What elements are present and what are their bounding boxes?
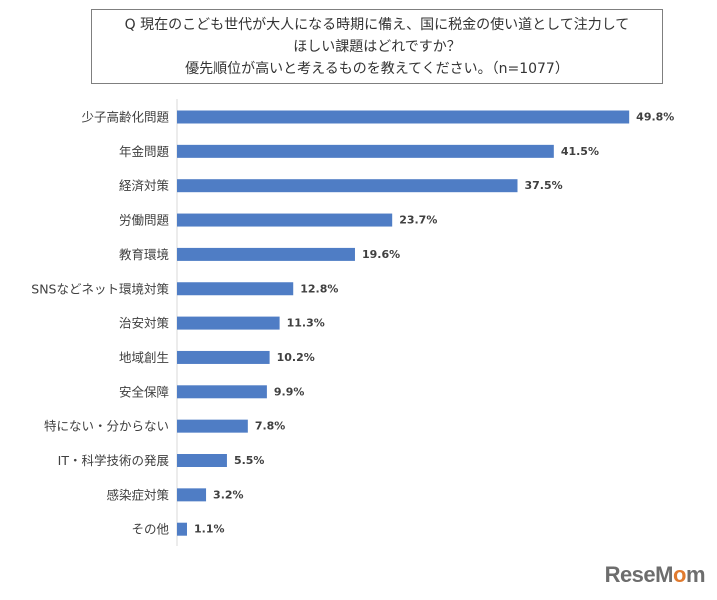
category-label: 地域創生 bbox=[119, 350, 169, 365]
category-label: その他 bbox=[131, 522, 169, 537]
category-label: 特にない・分からない bbox=[44, 419, 169, 434]
bar bbox=[177, 144, 554, 158]
bar bbox=[177, 350, 270, 364]
value-label: 19.6% bbox=[362, 248, 400, 261]
category-label: 感染症対策 bbox=[106, 487, 169, 502]
value-label: 1.1% bbox=[194, 523, 225, 536]
value-label: 23.7% bbox=[399, 214, 437, 227]
value-label: 9.9% bbox=[274, 385, 305, 398]
bar bbox=[177, 316, 280, 330]
value-label: 11.3% bbox=[287, 317, 325, 330]
value-label: 49.8% bbox=[636, 111, 674, 124]
value-label: 41.5% bbox=[561, 145, 599, 158]
bar bbox=[177, 385, 267, 399]
value-label: 10.2% bbox=[277, 351, 315, 364]
category-label: 安全保障 bbox=[119, 384, 169, 399]
bar bbox=[177, 179, 518, 193]
category-label: 年金問題 bbox=[119, 144, 170, 159]
bar bbox=[177, 454, 227, 467]
category-label: 教育環境 bbox=[119, 247, 169, 262]
category-label: 少子高齢化問題 bbox=[81, 110, 169, 125]
resemom-logo: ReseMom bbox=[604, 562, 706, 587]
bar bbox=[177, 419, 248, 433]
category-label: 治安対策 bbox=[119, 316, 170, 331]
category-label: 労働問題 bbox=[119, 213, 170, 228]
bar bbox=[177, 110, 630, 124]
bar bbox=[177, 247, 355, 261]
category-label: 経済対策 bbox=[119, 178, 170, 193]
value-label: 12.8% bbox=[300, 282, 338, 295]
value-label: 5.5% bbox=[234, 454, 265, 467]
question-line-1: Q 現在のこども世代が大人になる時期に備え、国に税金の使い道として注力して bbox=[124, 17, 630, 33]
question-line-3: 優先順位が高いと考えるものを教えてください。（n=1077） bbox=[185, 61, 569, 77]
value-label: 3.2% bbox=[213, 488, 244, 501]
bar bbox=[177, 522, 187, 536]
value-label: 37.5% bbox=[525, 179, 563, 192]
question-box: Q 現在のこども世代が大人になる時期に備え、国に税金の使い道として注力して ほし… bbox=[91, 9, 663, 84]
category-label: SNSなどネット環境対策 bbox=[31, 281, 169, 296]
bar bbox=[177, 213, 393, 227]
question-line-2: ほしい課題はどれですか？ bbox=[293, 39, 461, 55]
bar bbox=[177, 488, 207, 502]
bar bbox=[177, 282, 294, 296]
value-label: 7.8% bbox=[255, 420, 286, 433]
category-label: IT・科学技術の発展 bbox=[58, 453, 169, 468]
